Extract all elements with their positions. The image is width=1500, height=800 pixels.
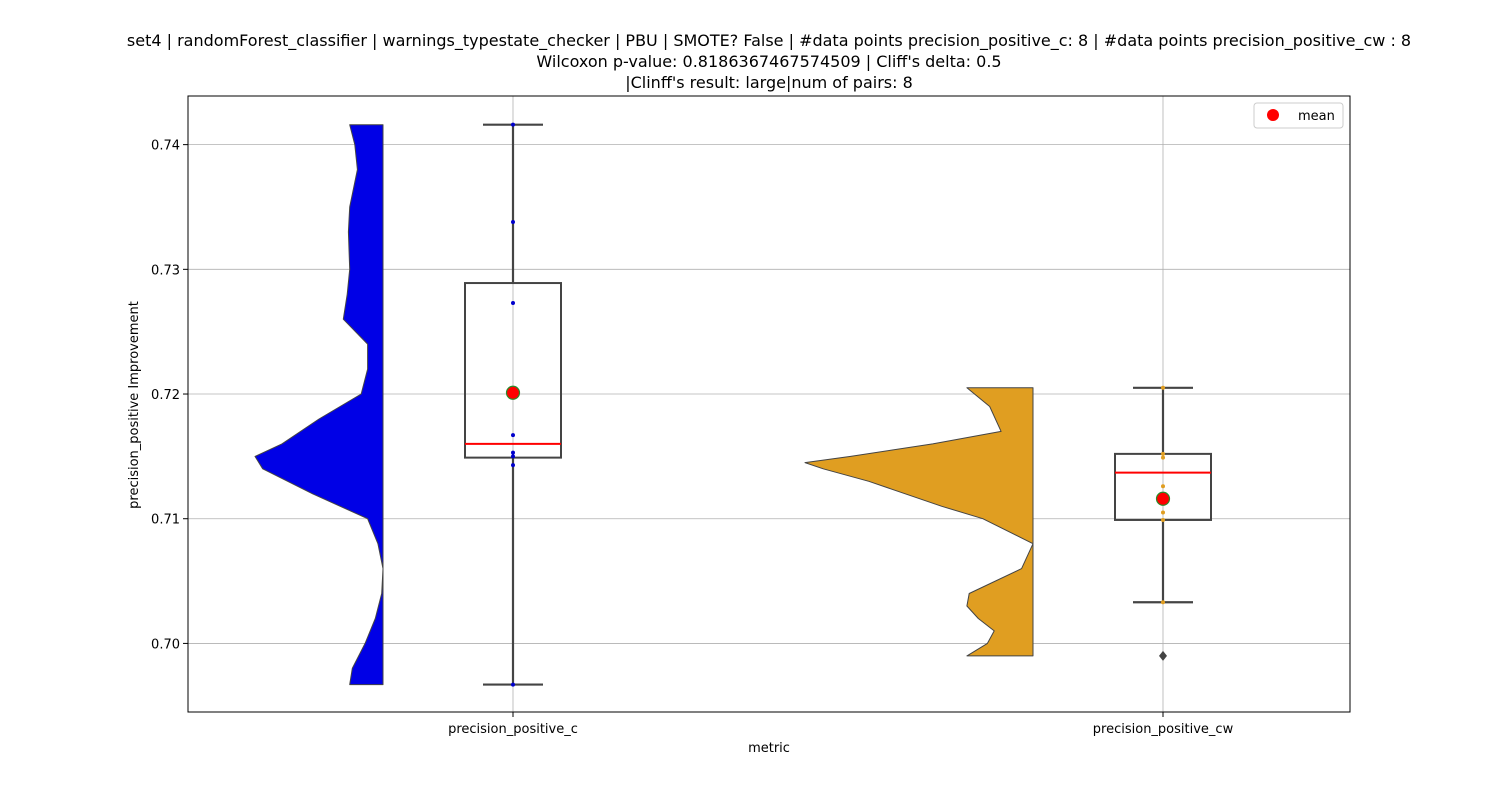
data-point (1161, 510, 1165, 515)
x-tick-label: precision_positive_cw (1093, 722, 1234, 737)
axes: 0.70 0.71 0.72 0.73 0.74 precision_positive_c… (151, 95, 1351, 737)
data-point (511, 450, 515, 455)
chart-title-line-1: set4 | randomForest_classifier | warning… (127, 31, 1411, 51)
chart-title-line-3: |Clinff's result: large|num of pairs: 8 (625, 73, 913, 92)
outlier-marker (1159, 650, 1167, 661)
data-point (1161, 517, 1165, 522)
chart-title: set4 | randomForest_classifier | warning… (127, 31, 1411, 92)
mean-marker (505, 385, 521, 400)
data-point (1161, 600, 1165, 605)
legend-mean-marker (1267, 109, 1279, 121)
y-tick-label: 0.74 (151, 139, 180, 154)
box-plots (464, 122, 1212, 687)
y-axis-label: precision_positive Improvement (127, 301, 142, 509)
data-point (511, 682, 515, 687)
y-tick-label: 0.73 (151, 263, 180, 278)
data-point (511, 454, 515, 459)
data-point (511, 122, 515, 127)
data-point (1161, 484, 1165, 489)
chart-title-line-2: Wilcoxon p-value: 0.8186367467574509 | C… (536, 52, 1001, 71)
y-tick-label: 0.71 (151, 513, 180, 528)
data-point (1161, 455, 1165, 460)
legend: mean (1253, 102, 1344, 129)
violin-precision_positive_cw (804, 387, 1034, 657)
x-tick-label: precision_positive_c (448, 722, 578, 737)
data-point (511, 300, 515, 305)
data-point (1161, 385, 1165, 390)
plot-frame (187, 95, 1351, 713)
mean-marker (1155, 491, 1171, 506)
legend-mean-label: mean (1298, 109, 1335, 124)
x-axis-label: metric (748, 741, 790, 756)
data-point (511, 219, 515, 224)
violin-precision_positive_c (254, 124, 384, 686)
data-point (511, 433, 515, 438)
data-point (511, 463, 515, 468)
y-tick-label: 0.70 (151, 637, 180, 652)
legend-frame (1253, 102, 1344, 129)
violins (254, 124, 1034, 686)
data-point (1161, 451, 1165, 456)
y-tick-label: 0.72 (151, 388, 180, 403)
